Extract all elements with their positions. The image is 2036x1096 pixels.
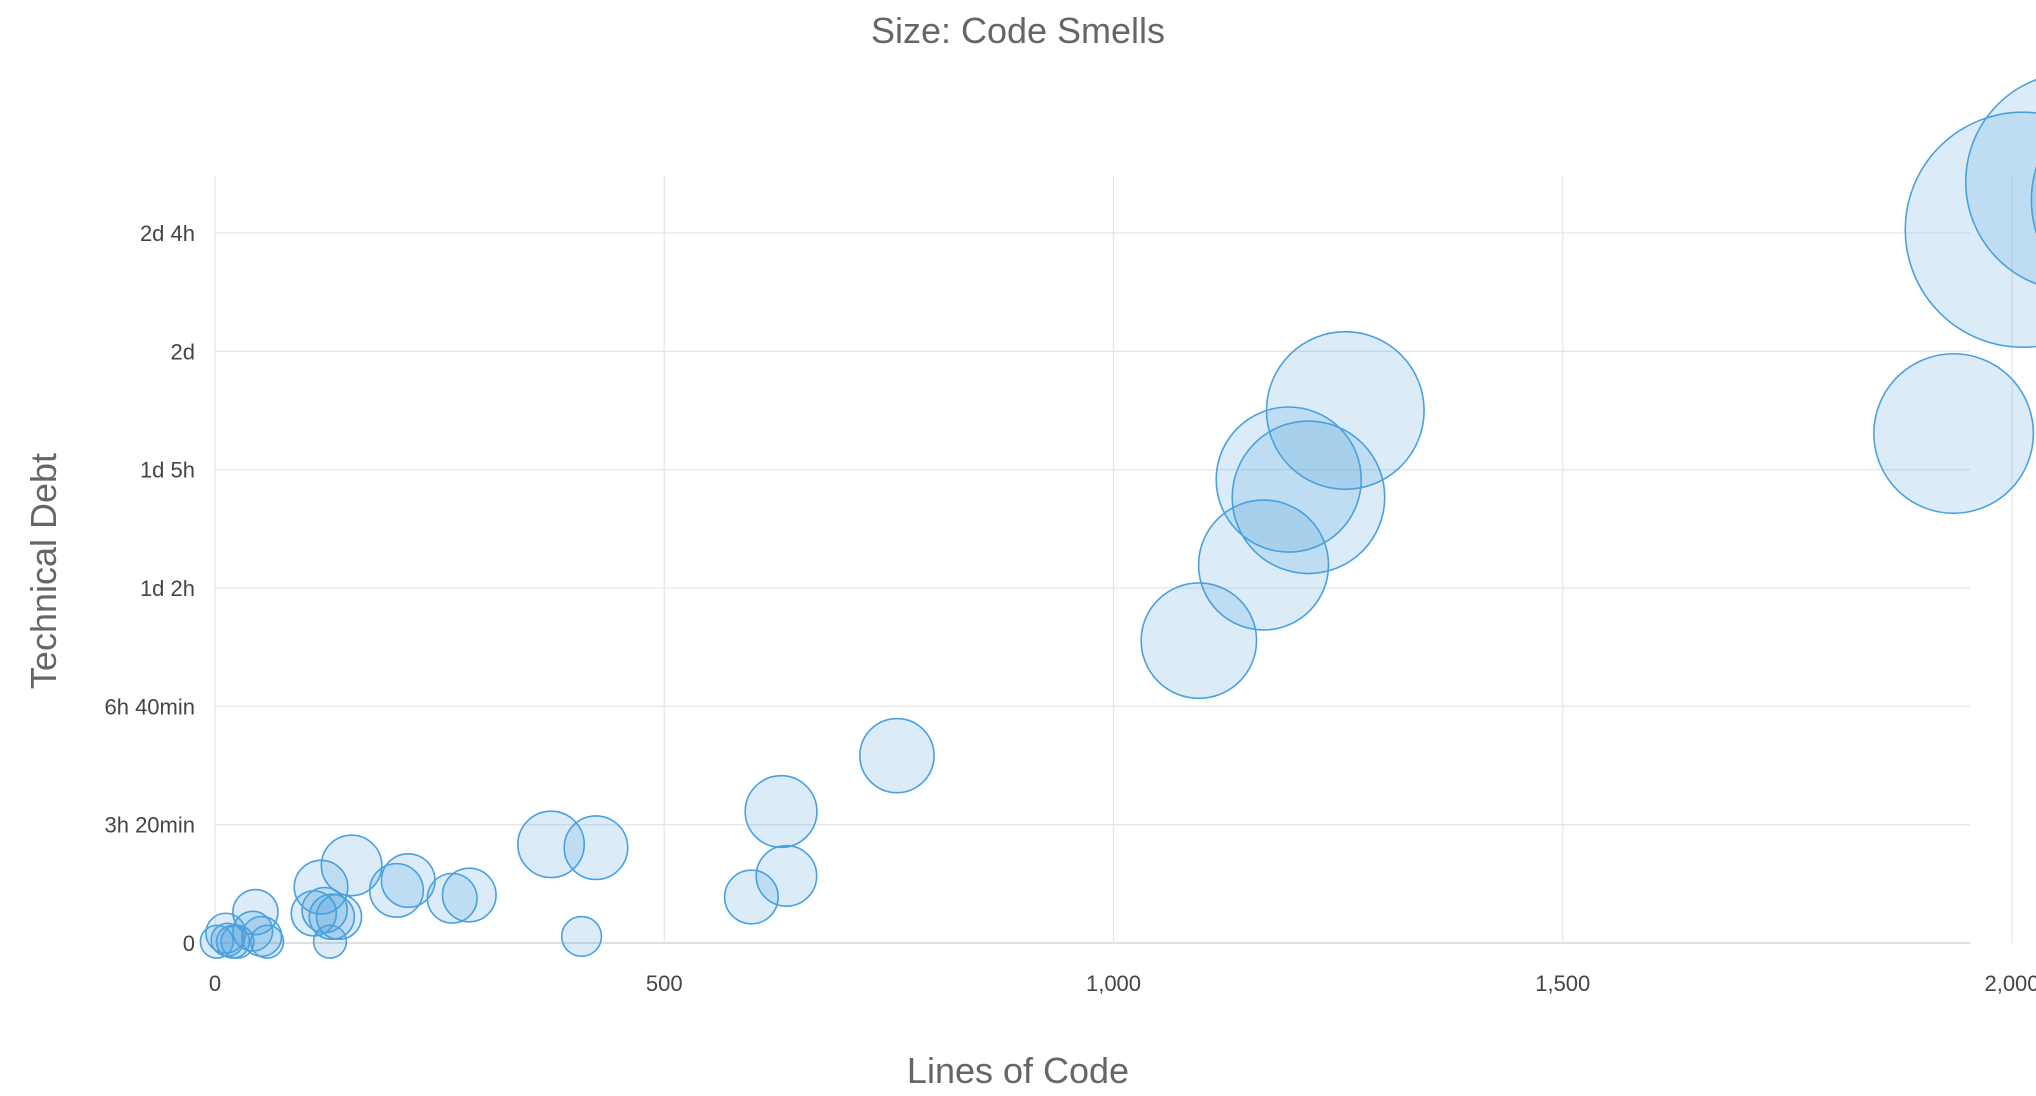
bubble-point[interactable] xyxy=(1215,406,1363,553)
bubble-point[interactable] xyxy=(1140,582,1258,700)
bubble-point[interactable] xyxy=(563,815,629,881)
bubble-point[interactable] xyxy=(723,869,779,925)
x-tick-label: 1,500 xyxy=(1535,971,1590,996)
bubble-point[interactable] xyxy=(441,867,497,923)
bubble-point[interactable] xyxy=(560,915,603,958)
bubble-point[interactable] xyxy=(859,717,935,794)
grid-layer xyxy=(214,176,2013,944)
bubble-point[interactable] xyxy=(320,834,383,897)
x-axis-title: Lines of Code xyxy=(906,1050,1130,1091)
x-tick-label: 0 xyxy=(209,971,221,996)
bubble-point[interactable] xyxy=(312,924,348,959)
bubble-layer xyxy=(199,73,2036,959)
y-tick-label: 2d xyxy=(171,339,195,364)
bubble-point[interactable] xyxy=(1964,73,2036,291)
bubble-point[interactable] xyxy=(301,886,348,934)
y-tick-label: 1d 2h xyxy=(140,576,195,601)
bubble-point[interactable] xyxy=(426,872,478,924)
axis-layer: 0 3h 20min 6h 40min 1d 2h 1d 5h 2d 2d 4h 0 500 1,… xyxy=(104,221,2036,996)
bubble-point[interactable] xyxy=(220,924,255,959)
bubble-point[interactable] xyxy=(315,893,363,941)
y-tick-label: 1d 5h xyxy=(140,458,195,483)
y-tick-label: 3h 20min xyxy=(104,813,195,838)
x-tick-label: 1,000 xyxy=(1086,971,1141,996)
x-tick-label: 500 xyxy=(646,971,683,996)
bubble-point[interactable] xyxy=(1873,352,2035,515)
bubble-point[interactable] xyxy=(368,862,425,918)
bubble-point[interactable] xyxy=(744,774,818,849)
y-tick-label: 2d 4h xyxy=(140,221,195,246)
bubble-point[interactable] xyxy=(2030,89,2036,311)
y-tick-label: 0 xyxy=(183,931,195,956)
bubble-point[interactable] xyxy=(755,844,818,907)
bubble-point[interactable] xyxy=(1197,499,1330,631)
chart-title: Size: Code Smells xyxy=(870,10,1166,51)
y-tick-label: 6h 40min xyxy=(104,694,195,719)
bubble-point[interactable] xyxy=(1904,111,2036,349)
bubble-point[interactable] xyxy=(249,924,285,959)
bubble-point[interactable] xyxy=(1231,420,1386,575)
x-tick-label: 2,000 xyxy=(1984,971,2036,996)
